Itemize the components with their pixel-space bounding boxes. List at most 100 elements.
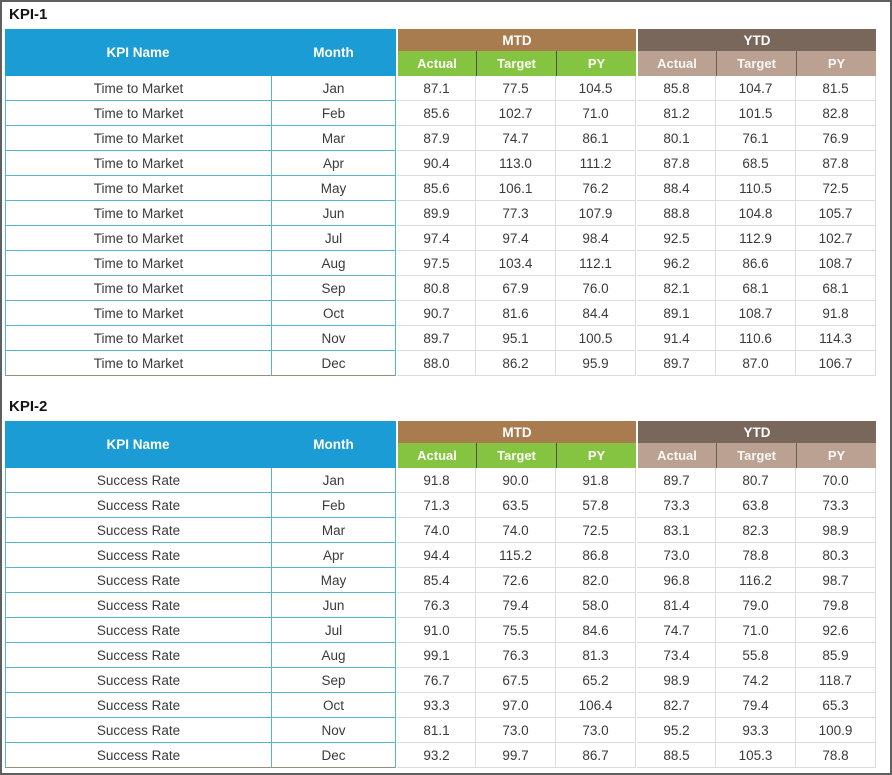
kpi-name-cell[interactable]: Time to Market	[5, 251, 271, 276]
ytd-py-cell[interactable]: 70.0	[796, 468, 877, 493]
ytd-actual-cell[interactable]: 95.2	[636, 718, 717, 743]
month-cell[interactable]: Feb	[271, 101, 396, 126]
month-cell[interactable]: Jul	[271, 226, 396, 251]
mtd-py-cell[interactable]: 86.7	[556, 743, 637, 768]
mtd-py-cell[interactable]: 86.8	[556, 543, 637, 568]
mtd-py-cell[interactable]: 58.0	[556, 593, 637, 618]
ytd-group-header[interactable]: YTD	[636, 421, 877, 443]
mtd-py-header[interactable]: PY	[556, 443, 637, 468]
mtd-actual-cell[interactable]: 90.7	[396, 301, 476, 326]
mtd-actual-header[interactable]: Actual	[396, 51, 476, 76]
mtd-target-cell[interactable]: 76.3	[476, 643, 556, 668]
mtd-target-cell[interactable]: 113.0	[476, 151, 556, 176]
kpi-name-cell[interactable]: Time to Market	[5, 326, 271, 351]
mtd-actual-cell[interactable]: 90.4	[396, 151, 476, 176]
ytd-target-cell[interactable]: 93.3	[716, 718, 797, 743]
mtd-target-cell[interactable]: 90.0	[476, 468, 556, 493]
mtd-target-cell[interactable]: 86.2	[476, 351, 556, 376]
ytd-py-cell[interactable]: 85.9	[796, 643, 877, 668]
ytd-target-cell[interactable]: 101.5	[716, 101, 797, 126]
mtd-actual-cell[interactable]: 88.0	[396, 351, 476, 376]
mtd-py-cell[interactable]: 72.5	[556, 518, 637, 543]
kpi-name-cell[interactable]: Time to Market	[5, 276, 271, 301]
ytd-target-cell[interactable]: 55.8	[716, 643, 797, 668]
month-cell[interactable]: Mar	[271, 518, 396, 543]
month-cell[interactable]: Nov	[271, 326, 396, 351]
mtd-py-cell[interactable]: 91.8	[556, 468, 637, 493]
mtd-actual-cell[interactable]: 93.3	[396, 693, 476, 718]
ytd-actual-cell[interactable]: 81.2	[636, 101, 717, 126]
mtd-actual-cell[interactable]: 99.1	[396, 643, 476, 668]
month-cell[interactable]: Aug	[271, 643, 396, 668]
mtd-py-cell[interactable]: 82.0	[556, 568, 637, 593]
month-cell[interactable]: Feb	[271, 493, 396, 518]
kpi-name-cell[interactable]: Time to Market	[5, 101, 271, 126]
month-cell[interactable]: Oct	[271, 693, 396, 718]
kpi-name-cell[interactable]: Success Rate	[5, 668, 271, 693]
ytd-target-cell[interactable]: 104.8	[716, 201, 797, 226]
mtd-target-cell[interactable]: 75.5	[476, 618, 556, 643]
ytd-py-cell[interactable]: 65.3	[796, 693, 877, 718]
month-cell[interactable]: Sep	[271, 668, 396, 693]
kpi-name-cell[interactable]: Time to Market	[5, 176, 271, 201]
ytd-actual-cell[interactable]: 73.4	[636, 643, 717, 668]
kpi-name-header[interactable]: KPI Name	[5, 421, 271, 468]
mtd-target-cell[interactable]: 67.5	[476, 668, 556, 693]
ytd-py-cell[interactable]: 80.3	[796, 543, 877, 568]
mtd-py-cell[interactable]: 73.0	[556, 718, 637, 743]
ytd-target-cell[interactable]: 71.0	[716, 618, 797, 643]
mtd-py-cell[interactable]: 76.0	[556, 276, 637, 301]
kpi-name-cell[interactable]: Success Rate	[5, 518, 271, 543]
mtd-group-header[interactable]: MTD	[396, 421, 637, 443]
ytd-py-cell[interactable]: 100.9	[796, 718, 877, 743]
mtd-actual-cell[interactable]: 93.2	[396, 743, 476, 768]
month-cell[interactable]: Apr	[271, 543, 396, 568]
month-cell[interactable]: Jun	[271, 201, 396, 226]
ytd-target-cell[interactable]: 105.3	[716, 743, 797, 768]
mtd-target-cell[interactable]: 77.5	[476, 76, 556, 101]
ytd-actual-cell[interactable]: 96.2	[636, 251, 717, 276]
month-cell[interactable]: Dec	[271, 351, 396, 376]
mtd-target-header[interactable]: Target	[476, 443, 556, 468]
mtd-actual-cell[interactable]: 87.9	[396, 126, 476, 151]
kpi-name-cell[interactable]: Success Rate	[5, 543, 271, 568]
mtd-target-header[interactable]: Target	[476, 51, 556, 76]
ytd-py-cell[interactable]: 114.3	[796, 326, 877, 351]
month-cell[interactable]: Dec	[271, 743, 396, 768]
mtd-py-cell[interactable]: 98.4	[556, 226, 637, 251]
ytd-target-cell[interactable]: 79.0	[716, 593, 797, 618]
ytd-actual-cell[interactable]: 96.8	[636, 568, 717, 593]
ytd-target-header[interactable]: Target	[716, 51, 797, 76]
month-cell[interactable]: Oct	[271, 301, 396, 326]
mtd-py-cell[interactable]: 84.6	[556, 618, 637, 643]
mtd-target-cell[interactable]: 106.1	[476, 176, 556, 201]
mtd-actual-cell[interactable]: 97.5	[396, 251, 476, 276]
kpi-name-cell[interactable]: Time to Market	[5, 126, 271, 151]
mtd-actual-cell[interactable]: 89.9	[396, 201, 476, 226]
ytd-actual-cell[interactable]: 89.7	[636, 351, 717, 376]
ytd-py-cell[interactable]: 108.7	[796, 251, 877, 276]
mtd-py-cell[interactable]: 111.2	[556, 151, 637, 176]
mtd-actual-cell[interactable]: 85.6	[396, 101, 476, 126]
kpi-name-cell[interactable]: Success Rate	[5, 743, 271, 768]
mtd-target-cell[interactable]: 115.2	[476, 543, 556, 568]
ytd-actual-cell[interactable]: 88.4	[636, 176, 717, 201]
mtd-py-cell[interactable]: 81.3	[556, 643, 637, 668]
mtd-py-cell[interactable]: 71.0	[556, 101, 637, 126]
mtd-target-cell[interactable]: 79.4	[476, 593, 556, 618]
month-cell[interactable]: Jan	[271, 468, 396, 493]
mtd-target-cell[interactable]: 74.7	[476, 126, 556, 151]
ytd-target-cell[interactable]: 116.2	[716, 568, 797, 593]
mtd-actual-cell[interactable]: 81.1	[396, 718, 476, 743]
month-cell[interactable]: Mar	[271, 126, 396, 151]
month-cell[interactable]: May	[271, 568, 396, 593]
ytd-actual-cell[interactable]: 73.3	[636, 493, 717, 518]
kpi-name-cell[interactable]: Success Rate	[5, 593, 271, 618]
ytd-actual-cell[interactable]: 80.1	[636, 126, 717, 151]
ytd-py-header[interactable]: PY	[796, 443, 877, 468]
ytd-actual-cell[interactable]: 89.1	[636, 301, 717, 326]
ytd-py-cell[interactable]: 72.5	[796, 176, 877, 201]
ytd-actual-cell[interactable]: 87.8	[636, 151, 717, 176]
kpi-name-cell[interactable]: Success Rate	[5, 468, 271, 493]
ytd-target-cell[interactable]: 86.6	[716, 251, 797, 276]
